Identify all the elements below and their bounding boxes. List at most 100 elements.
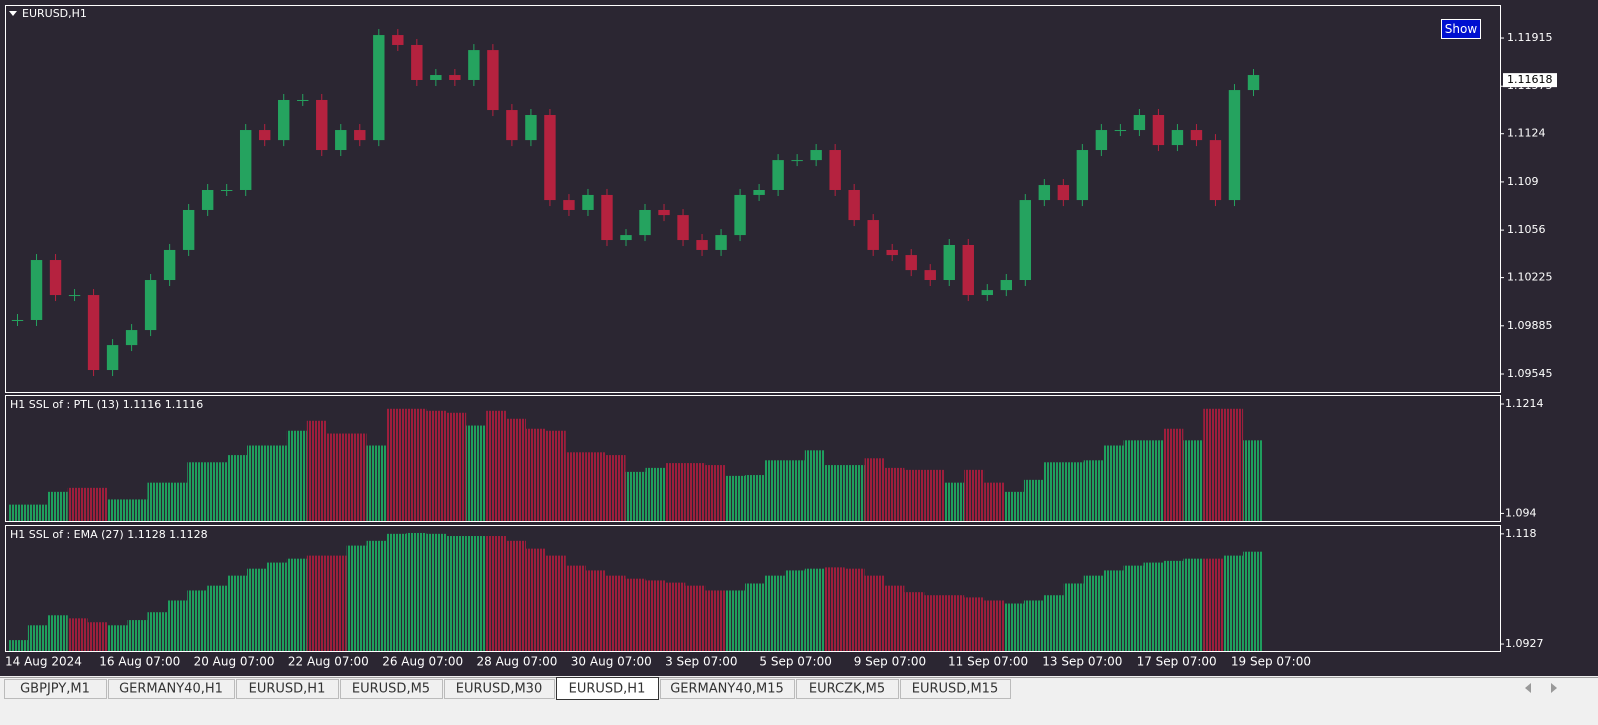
hist-bar bbox=[167, 600, 188, 651]
candle bbox=[563, 200, 575, 210]
collapse-icon[interactable] bbox=[9, 11, 17, 16]
scroll-right[interactable] bbox=[1551, 683, 1557, 693]
tab-label[interactable]: EURUSD,H1 bbox=[249, 682, 326, 697]
x-tick-label: 17 Sep 07:00 bbox=[1137, 655, 1217, 669]
candle bbox=[1152, 115, 1165, 146]
tab-label[interactable]: EURCZK,M5 bbox=[809, 682, 885, 697]
tab[interactable] bbox=[556, 677, 659, 700]
main-panel bbox=[5, 5, 1501, 393]
chart-bg bbox=[0, 0, 1598, 676]
hist-bar bbox=[645, 580, 666, 651]
hist-bar bbox=[8, 504, 28, 521]
hist-bar bbox=[1004, 491, 1024, 521]
hist-bar bbox=[565, 452, 586, 521]
candle bbox=[49, 260, 62, 296]
tab-label[interactable]: EURUSD,H1 bbox=[569, 682, 646, 697]
hist-bar bbox=[944, 482, 965, 521]
hist-bar bbox=[1083, 460, 1104, 521]
hist-bar bbox=[784, 570, 805, 651]
hist-bar bbox=[844, 465, 865, 521]
candle bbox=[30, 260, 43, 320]
hist-bar bbox=[346, 545, 367, 651]
y-tick-label: 1.109 bbox=[1507, 175, 1539, 188]
hist-bar bbox=[1004, 603, 1024, 651]
candle bbox=[468, 50, 480, 80]
current-price: 1.11618 bbox=[1507, 73, 1553, 86]
scroll-left[interactable] bbox=[1525, 683, 1531, 693]
candle bbox=[373, 35, 385, 141]
tab[interactable] bbox=[4, 679, 107, 699]
candle bbox=[411, 44, 423, 80]
hist-bar bbox=[585, 570, 606, 651]
hist-bar bbox=[167, 482, 188, 521]
hist-bar bbox=[426, 410, 447, 521]
hist-bar bbox=[1023, 600, 1044, 651]
candle bbox=[1209, 140, 1222, 201]
tab-label[interactable]: GBPJPY,M1 bbox=[20, 682, 90, 697]
candle bbox=[11, 319, 24, 321]
candle bbox=[886, 249, 898, 256]
candle bbox=[981, 290, 993, 296]
hist-bar bbox=[127, 499, 148, 521]
candle bbox=[601, 194, 613, 241]
y-tick-label: 1.1214 bbox=[1505, 397, 1544, 410]
tab-label[interactable]: GERMANY40,M15 bbox=[670, 682, 784, 697]
hist-bar bbox=[1223, 408, 1244, 521]
hist-bar bbox=[944, 595, 965, 651]
tab[interactable] bbox=[444, 679, 555, 699]
hist-bar bbox=[486, 536, 507, 651]
candle bbox=[87, 295, 100, 371]
price-box bbox=[1503, 73, 1557, 88]
x-tick-label: 13 Sep 07:00 bbox=[1042, 655, 1122, 669]
hist-bar bbox=[406, 532, 427, 651]
hist-bar bbox=[247, 445, 267, 521]
hist-bar bbox=[1123, 565, 1144, 651]
hist-bar bbox=[266, 445, 287, 521]
hist-bar bbox=[1043, 462, 1064, 521]
candle bbox=[220, 189, 233, 191]
hist-bar bbox=[1203, 558, 1224, 651]
hist-bar bbox=[705, 590, 726, 651]
hist-bar bbox=[306, 420, 327, 521]
hist-bar bbox=[964, 597, 985, 651]
tab-label[interactable]: EURUSD,M15 bbox=[912, 682, 998, 697]
show-button-label[interactable]: Show bbox=[1445, 22, 1478, 36]
hist-bar bbox=[1143, 440, 1164, 521]
tab[interactable] bbox=[900, 679, 1011, 699]
tab-label[interactable]: GERMANY40,H1 bbox=[119, 682, 223, 697]
candle bbox=[449, 75, 461, 80]
tab[interactable] bbox=[660, 679, 795, 699]
hist-bar bbox=[645, 467, 666, 521]
tab[interactable] bbox=[108, 679, 235, 699]
candle bbox=[144, 280, 157, 331]
y-tick-label: 1.10225 bbox=[1507, 271, 1553, 284]
candle bbox=[715, 235, 727, 250]
hist-bar bbox=[665, 582, 686, 651]
tab-label[interactable]: EURUSD,M30 bbox=[456, 682, 542, 697]
hist-bar bbox=[1243, 551, 1263, 651]
hist-bar bbox=[545, 430, 566, 521]
hist-bar bbox=[147, 612, 168, 651]
hist-bar bbox=[466, 536, 487, 651]
candle bbox=[791, 160, 803, 162]
tab[interactable] bbox=[340, 679, 443, 699]
tab[interactable] bbox=[796, 679, 899, 699]
show-button[interactable] bbox=[1441, 19, 1481, 39]
hist-bar bbox=[884, 467, 905, 521]
tab-label[interactable]: EURUSD,M5 bbox=[352, 682, 430, 697]
hist-bar bbox=[984, 482, 1005, 521]
candle bbox=[1057, 185, 1070, 201]
hist-bar bbox=[47, 491, 68, 521]
symbol-title: EURUSD,H1 bbox=[22, 7, 87, 20]
ema-panel bbox=[5, 525, 1501, 652]
tab[interactable] bbox=[236, 679, 339, 699]
candle bbox=[259, 130, 271, 141]
candle bbox=[658, 209, 670, 216]
candle bbox=[734, 194, 746, 236]
hist-bar bbox=[1163, 428, 1184, 521]
hist-bar bbox=[47, 615, 68, 651]
hist-bar bbox=[784, 460, 805, 521]
x-tick-label: 20 Aug 07:00 bbox=[194, 655, 275, 669]
candle bbox=[506, 110, 518, 141]
